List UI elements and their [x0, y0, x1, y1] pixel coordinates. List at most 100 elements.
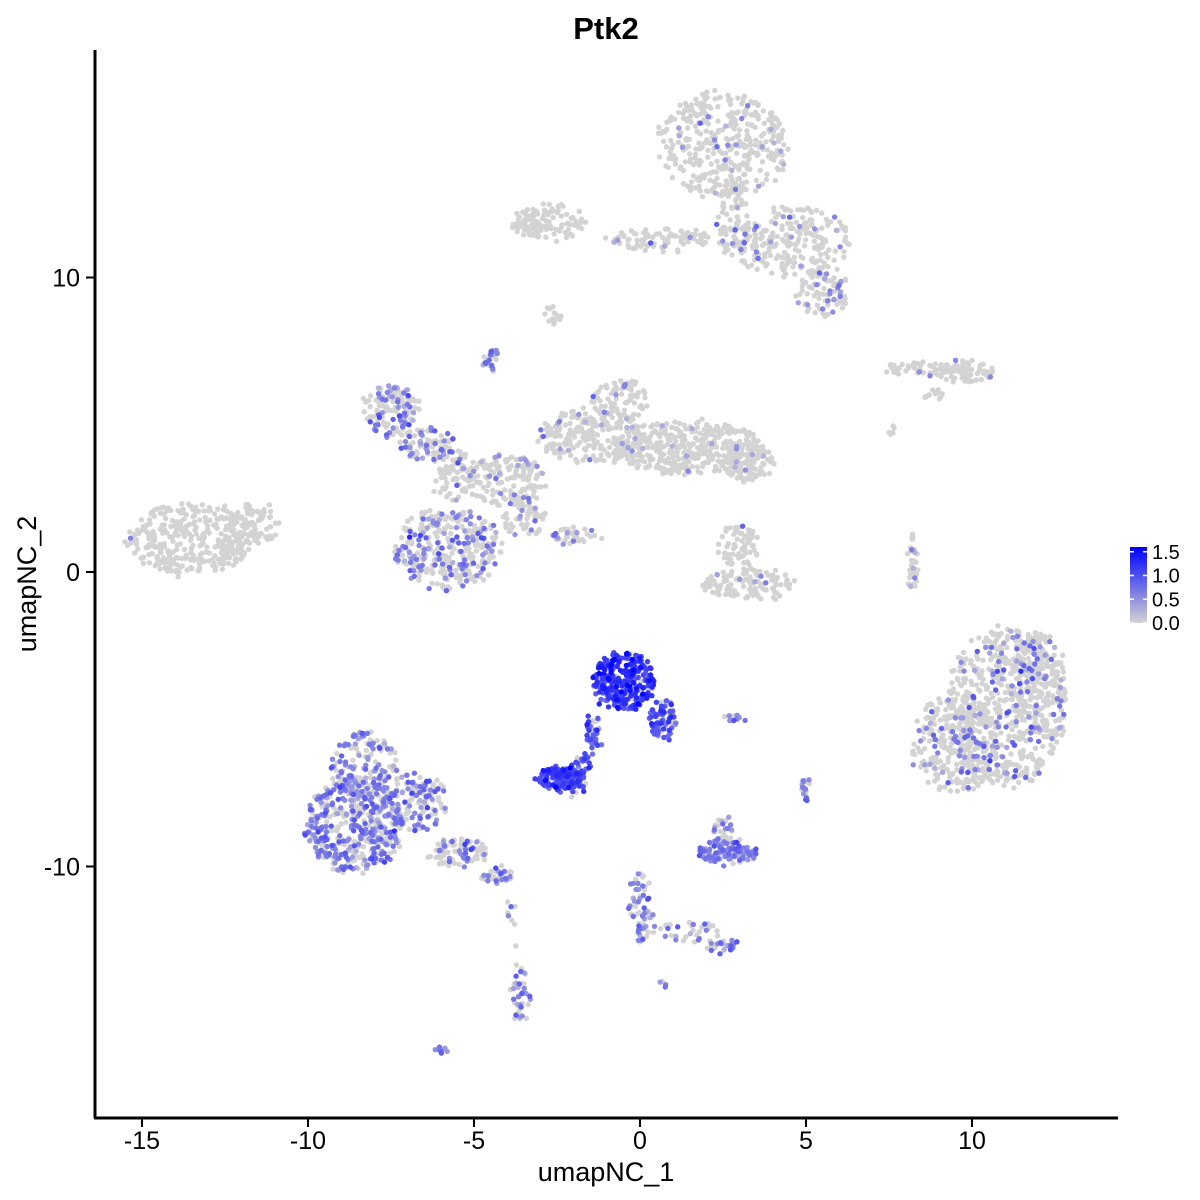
data-point — [421, 555, 427, 562]
data-point — [669, 443, 675, 449]
data-point — [755, 102, 761, 109]
data-point — [352, 741, 359, 747]
data-point — [565, 447, 572, 453]
data-point — [778, 148, 784, 154]
data-point — [562, 422, 569, 428]
data-point — [385, 421, 391, 427]
data-point — [410, 410, 417, 416]
data-point — [460, 465, 466, 472]
data-point — [704, 94, 710, 101]
data-point — [477, 480, 483, 486]
data-point — [763, 587, 769, 593]
data-point — [772, 578, 779, 584]
data-point — [770, 133, 777, 139]
data-point — [723, 438, 729, 445]
data-point — [696, 140, 702, 146]
data-point — [239, 534, 245, 540]
data-point — [158, 549, 164, 555]
data-point — [686, 441, 692, 447]
data-point — [573, 456, 579, 463]
data-point — [203, 519, 209, 525]
data-point — [122, 539, 128, 545]
data-point — [493, 458, 500, 465]
data-point — [410, 440, 416, 446]
data-point — [788, 234, 795, 240]
data-point — [724, 241, 731, 248]
data-point — [598, 384, 604, 390]
data-point — [740, 95, 747, 102]
data-point — [750, 245, 756, 252]
data-point — [546, 306, 553, 312]
data-point — [243, 538, 249, 544]
data-point — [448, 515, 454, 521]
data-point — [972, 779, 978, 785]
data-point — [151, 537, 158, 544]
data-point — [682, 159, 688, 165]
data-point — [241, 522, 247, 528]
data-point — [686, 458, 692, 465]
data-point — [727, 217, 733, 223]
data-point — [512, 531, 518, 538]
data-point — [985, 701, 991, 707]
data-point — [1004, 744, 1010, 751]
data-point — [654, 421, 660, 427]
data-point — [518, 489, 524, 495]
data-point — [696, 183, 702, 189]
data-point — [960, 649, 967, 656]
data-point — [499, 540, 505, 547]
data-point — [1052, 718, 1059, 724]
data-point — [954, 691, 961, 697]
data-point — [1032, 716, 1039, 722]
data-point — [693, 420, 700, 427]
data-point — [408, 515, 415, 521]
data-point — [1033, 710, 1039, 716]
data-point — [548, 224, 554, 230]
data-point — [1059, 664, 1066, 670]
data-point — [791, 254, 798, 260]
data-point — [953, 761, 960, 768]
data-point — [197, 551, 204, 558]
data-point — [178, 510, 184, 516]
data-point — [375, 385, 382, 391]
data-point — [825, 254, 831, 261]
data-point — [714, 571, 720, 578]
data-point — [707, 177, 713, 183]
data-point — [632, 381, 638, 387]
data-point — [743, 595, 749, 601]
data-point — [353, 746, 360, 752]
data-point — [127, 529, 133, 535]
data-point — [731, 593, 737, 599]
data-point — [614, 455, 620, 461]
data-point — [590, 442, 596, 449]
data-point — [179, 563, 185, 569]
data-point — [497, 549, 503, 555]
data-point — [998, 645, 1004, 651]
data-point — [527, 469, 534, 475]
data-point — [428, 568, 435, 574]
data-point — [694, 176, 700, 183]
data-point — [786, 581, 793, 587]
data-point — [675, 456, 682, 462]
data-point — [625, 429, 631, 435]
data-point — [981, 735, 987, 742]
data-point — [425, 539, 432, 546]
data-point — [734, 205, 741, 211]
data-point — [441, 552, 447, 559]
data-point — [802, 237, 809, 243]
data-point — [801, 207, 807, 213]
data-point — [474, 464, 480, 470]
data-point — [151, 513, 157, 519]
data-point — [718, 231, 724, 237]
data-point — [165, 548, 171, 554]
data-point — [722, 591, 729, 598]
data-point — [1050, 693, 1056, 699]
data-point — [784, 220, 791, 226]
data-point — [903, 368, 909, 374]
data-point — [935, 759, 942, 765]
data-point — [211, 511, 218, 517]
data-point — [702, 239, 709, 246]
data-point — [532, 505, 538, 511]
data-point — [532, 483, 538, 489]
data-point — [800, 279, 806, 286]
data-point — [710, 150, 716, 156]
